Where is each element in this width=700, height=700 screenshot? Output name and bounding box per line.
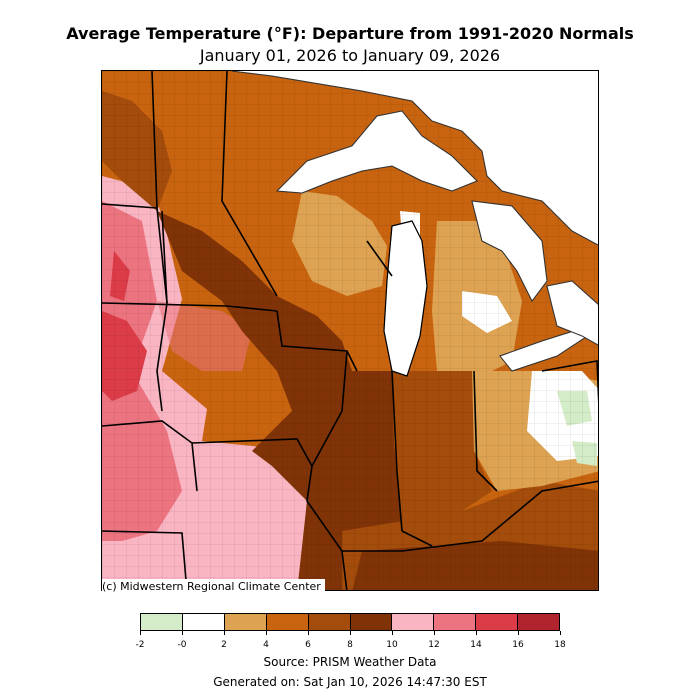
map-title: Average Temperature (°F): Departure from… xyxy=(66,24,634,43)
colorbar-tick-label: 6 xyxy=(305,640,311,650)
colorbar-tick-label: 8 xyxy=(347,640,353,650)
temperature-departure-map xyxy=(101,70,599,591)
colorbar-tick xyxy=(559,631,561,635)
colorbar-tick-label: 2 xyxy=(221,640,227,650)
colorbar-tick-label: 10 xyxy=(386,640,398,650)
colorbar-segment xyxy=(266,614,309,630)
colorbar-tick-label: 14 xyxy=(470,640,482,650)
colorbar-tick xyxy=(349,631,351,635)
state-boundaries xyxy=(102,71,598,590)
source-text: Source: PRISM Weather Data xyxy=(263,655,437,669)
colorbar-tick xyxy=(517,631,519,635)
colorbar-tick-label: 4 xyxy=(263,640,269,650)
colorbar-segment xyxy=(476,614,519,630)
colorbar-tick-label: -2 xyxy=(135,640,145,650)
colorbar-segment xyxy=(392,614,435,630)
colorbar-tick-label: 18 xyxy=(554,640,566,650)
colorbar-tick xyxy=(139,631,141,635)
colorbar-tick-label: 12 xyxy=(428,640,440,650)
credit-text: (c) Midwestern Regional Climate Center xyxy=(102,579,325,594)
colorbar-ticks: -2 -0 2 4 6 8 10 12 14 16 18 xyxy=(136,631,566,651)
colorbar-tick xyxy=(475,631,477,635)
colorbar-tick xyxy=(433,631,435,635)
colorbar-tick xyxy=(391,631,393,635)
colorbar-tick xyxy=(223,631,225,635)
colorbar-segment xyxy=(224,614,267,630)
colorbar-tick xyxy=(181,631,183,635)
map-canvas xyxy=(102,71,598,590)
colorbar-segment xyxy=(518,614,560,630)
map-subtitle: January 01, 2026 to January 09, 2026 xyxy=(199,46,501,65)
colorbar-tick-label: -0 xyxy=(177,640,187,650)
generated-text: Generated on: Sat Jan 10, 2026 14:47:30 … xyxy=(213,675,487,689)
colorbar-tick-label: 16 xyxy=(512,640,524,650)
colorbar-segment xyxy=(308,614,351,630)
colorbar-tick xyxy=(265,631,267,635)
colorbar-segment xyxy=(350,614,393,630)
colorbar-segment xyxy=(434,614,477,630)
colorbar-segment xyxy=(141,614,183,630)
colorbar-tick xyxy=(307,631,309,635)
colorbar-segment xyxy=(182,614,225,630)
colorbar xyxy=(140,613,560,631)
